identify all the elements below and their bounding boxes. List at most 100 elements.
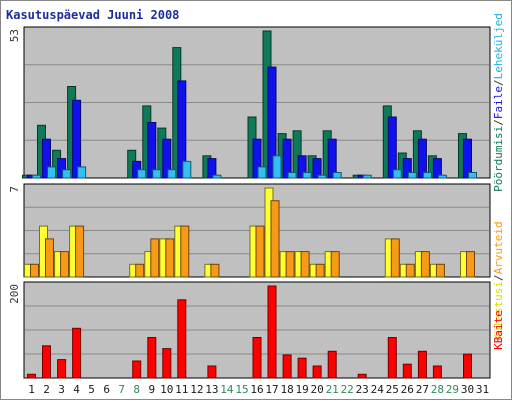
legend-entry: Pöördumisi xyxy=(492,126,505,192)
legend-entry: Faile xyxy=(492,86,505,119)
bar xyxy=(255,225,265,278)
day-label: 14 xyxy=(220,383,234,396)
bar xyxy=(417,350,427,379)
bar xyxy=(147,337,157,379)
bar xyxy=(387,116,397,179)
panel-2-series-2 xyxy=(30,200,475,278)
bar xyxy=(297,357,307,379)
bar xyxy=(60,251,70,278)
bar xyxy=(257,166,267,179)
bar xyxy=(180,225,190,278)
bar xyxy=(417,138,427,179)
day-label: 25 xyxy=(386,383,399,396)
day-label: 7 xyxy=(118,383,125,396)
bar xyxy=(182,160,192,179)
bar xyxy=(252,337,262,379)
bar xyxy=(165,238,175,278)
panel-1-series-1 xyxy=(22,30,467,179)
bar xyxy=(42,345,51,379)
day-label: 28 xyxy=(431,383,444,396)
bar xyxy=(207,365,217,379)
bar xyxy=(267,285,277,379)
bar xyxy=(390,238,400,278)
bar xyxy=(45,238,54,278)
bar xyxy=(287,172,297,179)
bar xyxy=(285,251,295,278)
bar xyxy=(312,365,322,379)
legend-entry: / xyxy=(492,274,505,281)
day-label: 19 xyxy=(295,383,308,396)
panel-1-max-label: 53 xyxy=(8,29,21,42)
bar xyxy=(177,80,187,179)
bar xyxy=(435,263,445,278)
bar xyxy=(57,359,67,379)
day-label: 16 xyxy=(250,383,263,396)
bar xyxy=(466,251,475,278)
day-label: 9 xyxy=(148,383,155,396)
day-label: 4 xyxy=(73,383,80,396)
day-axis: 1 2 3 4 5 6 7 8 9 10 11 12 13 14 15 16 17 18 19 20 21 22 23 24 2… xyxy=(28,383,489,396)
bar xyxy=(282,138,292,179)
bar xyxy=(152,169,162,179)
bar xyxy=(297,155,307,179)
bar xyxy=(463,138,472,179)
panel-1-series-3 xyxy=(32,155,477,179)
bar xyxy=(162,138,172,179)
bar xyxy=(402,363,412,379)
panel-2: 7 Külastusi/Arvuteid xyxy=(8,183,505,341)
bar xyxy=(292,130,302,179)
bar xyxy=(147,122,157,179)
chart-title: Kasutuspäevad Juuni 2008 xyxy=(6,8,179,22)
panel-3-max-label: 200 xyxy=(8,284,21,304)
day-label: 2 xyxy=(43,383,50,396)
bar xyxy=(210,263,220,278)
bar xyxy=(75,225,85,278)
day-label: 12 xyxy=(190,383,203,396)
bar xyxy=(327,350,337,379)
bar xyxy=(57,158,67,179)
bar xyxy=(135,263,145,278)
panel-2-max-label: 7 xyxy=(8,186,21,193)
day-label: 10 xyxy=(160,383,173,396)
bar xyxy=(150,238,160,278)
bar xyxy=(62,169,72,179)
legend-entry: Külastusi xyxy=(492,281,505,341)
panel-3-legend: KBaite xyxy=(492,310,505,350)
bar xyxy=(362,174,372,179)
day-label: 29 xyxy=(446,383,459,396)
bar xyxy=(300,251,310,278)
day-label: 13 xyxy=(205,383,218,396)
panel-2-legend: Külastusi/Arvuteid xyxy=(492,221,505,340)
day-label: 3 xyxy=(58,383,65,396)
panel-1-legend: Pöördumisi/Faile/Leheküljed xyxy=(492,13,505,192)
day-label: 11 xyxy=(175,383,188,396)
day-label: 22 xyxy=(341,383,354,396)
bar xyxy=(302,172,312,179)
bar xyxy=(270,200,280,278)
legend-entry: / xyxy=(492,79,505,86)
bar xyxy=(357,373,367,379)
bar xyxy=(137,169,147,179)
bar xyxy=(207,158,217,179)
day-label: 15 xyxy=(235,383,248,396)
day-label: 18 xyxy=(280,383,293,396)
bar xyxy=(317,174,327,179)
bar xyxy=(402,158,412,179)
panel-3: 200 KBaite xyxy=(8,281,505,379)
bar xyxy=(47,166,56,179)
day-label: 21 xyxy=(326,383,339,396)
day-label: 27 xyxy=(416,383,429,396)
day-label: 26 xyxy=(401,383,414,396)
bar xyxy=(405,263,415,278)
bar xyxy=(432,158,442,179)
bar xyxy=(212,174,222,179)
day-label: 23 xyxy=(356,383,369,396)
day-label: 1 xyxy=(28,383,35,396)
day-label: 20 xyxy=(310,383,323,396)
bar xyxy=(315,263,325,278)
day-label: 5 xyxy=(88,383,95,396)
bar xyxy=(327,138,337,179)
bar xyxy=(167,169,177,179)
bar xyxy=(463,353,472,379)
